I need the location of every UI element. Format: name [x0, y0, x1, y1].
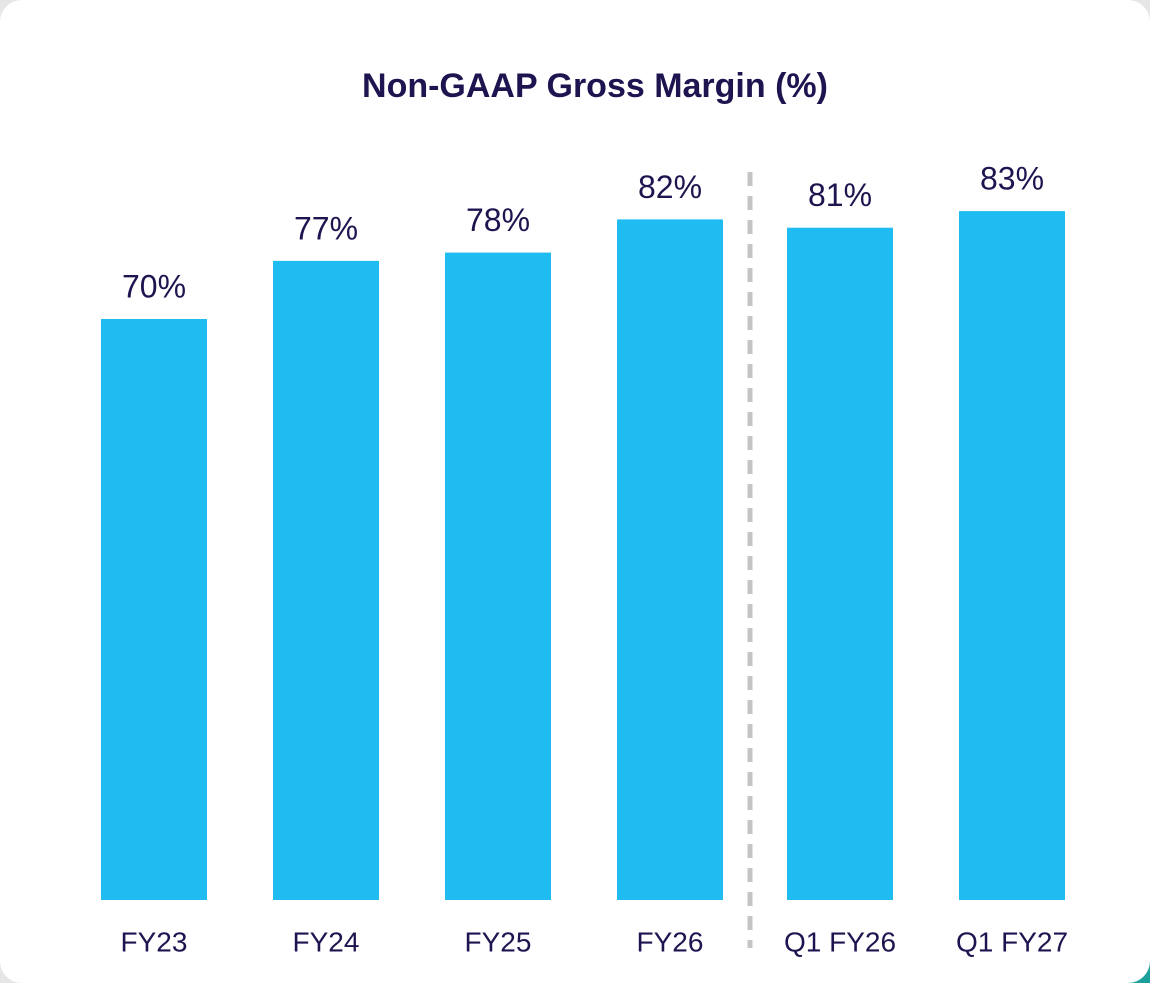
- bar: [101, 319, 207, 900]
- value-label: 82%: [638, 169, 702, 205]
- x-tick-label: Q1 FY26: [784, 926, 896, 957]
- value-label: 78%: [466, 202, 530, 238]
- value-label: 77%: [294, 210, 358, 246]
- bar: [617, 219, 723, 900]
- chart-title: Non-GAAP Gross Margin (%): [362, 67, 828, 105]
- value-label: 81%: [808, 177, 872, 213]
- x-tick-label: FY24: [293, 926, 360, 957]
- x-tick-label: FY25: [465, 926, 532, 957]
- bar: [787, 227, 893, 900]
- value-label: 70%: [122, 268, 186, 304]
- bar: [959, 211, 1065, 901]
- x-tick-label: FY23: [121, 926, 188, 957]
- x-tick-label: FY26: [637, 926, 704, 957]
- bar: [273, 260, 379, 900]
- value-label: 83%: [980, 161, 1044, 197]
- bar: [445, 252, 551, 901]
- x-tick-label: Q1 FY27: [956, 926, 1068, 957]
